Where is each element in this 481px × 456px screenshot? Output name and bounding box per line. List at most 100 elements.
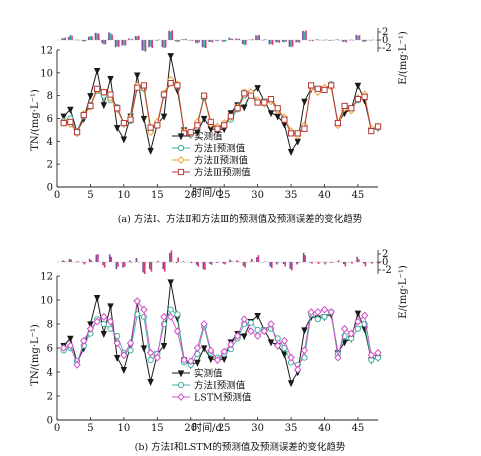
legend-label: 实测值 [194,368,223,380]
y-tick-label: 0 [47,183,53,194]
error-bar [91,36,93,40]
error-bar [251,39,254,40]
error-tick-label: 0 [382,35,388,46]
error-bar [250,258,253,262]
error-bar [196,40,199,44]
error-bar [82,40,85,42]
y-tick-label: 10 [40,296,53,307]
error-bar [230,261,233,262]
data-point [301,327,308,335]
error-bar [363,40,366,42]
error-label-b: E/(mg·L⁻¹) [398,265,409,319]
error-bar [69,34,72,40]
error-bar [191,40,194,41]
error-bar [285,40,287,42]
data-point [234,105,241,112]
data-point [87,93,94,101]
error-bar [337,260,340,262]
error-bar [317,262,320,264]
data-point [301,98,308,106]
data-point [200,320,208,328]
data-point [241,333,248,341]
data-point [267,339,275,347]
error-bar [317,39,319,40]
error-bar [164,40,167,48]
xlabel-b: 时间/d [192,421,222,434]
error-bar [371,262,373,264]
data-point [86,324,95,333]
error-bar [103,262,106,268]
data-point [361,93,368,100]
error-bar [305,30,307,40]
legend-marker [177,393,185,401]
data-point [113,354,121,362]
legend-label: 实测值 [194,131,223,143]
error-bar [171,30,174,40]
data-point [167,306,174,313]
error-label-a: E/(mg·L⁻¹) [398,31,409,85]
error-bar [256,35,259,40]
legend-marker [177,156,185,164]
error-bar [363,262,365,264]
x-tick-label: 10 [118,190,131,201]
y-tick-label: 12 [40,272,53,283]
x-tick-label: 5 [87,190,93,201]
data-point [354,317,362,326]
data-point [114,105,121,112]
legend-marker [177,168,185,176]
error-bar [149,262,151,270]
data-point [354,325,362,332]
main-axes-a: 0 5 10 15 20 25 30 35 40 45 0 2 4 6 8 10 12 [40,46,378,201]
error-bar [135,258,138,262]
main-axes-b: 0 5 10 15 20 25 30 35 40 45 0 2 4 6 8 10 12 [40,272,378,434]
error-bar [62,38,65,40]
error-bar [302,252,305,262]
error-bar [204,40,207,48]
x-tick-label: 40 [318,190,331,201]
legend-marker [177,370,185,378]
error-bar [329,262,332,263]
error-bar [209,262,211,264]
data-point [174,311,181,318]
error-bar [134,36,137,40]
data-point [294,365,302,374]
y-tick-label: 4 [47,368,53,379]
data-point [93,67,101,75]
error-tick-label: 0 [382,257,388,268]
y-tick-label: 4 [47,137,53,148]
error-bar [195,40,197,43]
error-bar [268,40,271,45]
error-bar [88,36,90,40]
error-bar [230,38,232,40]
data-point [253,332,262,340]
error-bar [289,262,292,269]
data-point [66,341,75,350]
data-point [113,125,121,132]
error-bar [291,40,294,47]
error-bar [141,40,144,51]
x-tick-label: 40 [318,423,331,434]
xlabel-a: 时间/d [192,186,222,199]
error-bar [162,262,164,270]
error-bar [151,40,154,48]
data-point [107,303,114,311]
data-point [93,294,101,302]
data-point [194,122,201,129]
data-point [307,308,315,316]
data-point [106,317,115,326]
y-tick-label: 6 [47,344,53,355]
ylabel-b: TN/(mg·L⁻¹) [30,324,41,386]
data-point [120,119,127,127]
error-bar [175,262,178,264]
data-point [340,324,349,333]
error-bar [94,32,97,40]
legend-label: 方法Ⅰ预测值 [194,143,246,155]
error-axis-b: -202 [57,249,392,276]
data-point [146,348,155,357]
error-bar [355,34,358,40]
data-point [180,356,188,364]
error-bar [156,40,159,41]
data-point [140,345,148,353]
